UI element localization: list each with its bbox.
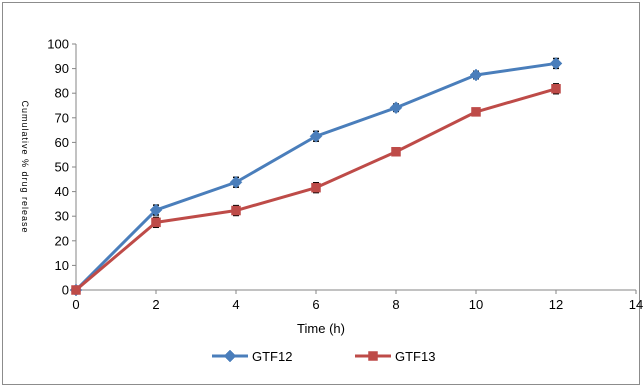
data-point xyxy=(552,84,561,93)
y-tick-label: 20 xyxy=(55,233,69,248)
data-point xyxy=(390,102,402,114)
data-point xyxy=(152,218,161,227)
x-tick-label: 6 xyxy=(312,297,319,312)
data-point xyxy=(312,183,321,192)
legend-item-gtf13: GTF13 xyxy=(355,349,435,364)
x-tick-label: 8 xyxy=(392,297,399,312)
legend-swatch-marker xyxy=(224,350,236,362)
data-point xyxy=(472,107,481,116)
x-tick-label: 2 xyxy=(152,297,159,312)
data-point xyxy=(310,130,322,142)
x-tick-label: 12 xyxy=(549,297,563,312)
legend-label: GTF12 xyxy=(252,349,292,364)
data-point xyxy=(72,286,81,295)
y-tick-label: 80 xyxy=(55,86,69,101)
y-tick-label: 30 xyxy=(55,209,69,224)
y-tick-label: 70 xyxy=(55,110,69,125)
legend: GTF12 GTF13 xyxy=(212,349,435,364)
data-point xyxy=(392,147,401,156)
data-point xyxy=(230,176,242,188)
x-tick-label: 14 xyxy=(629,297,643,312)
series-layer xyxy=(70,57,562,296)
legend-label: GTF13 xyxy=(395,349,435,364)
series-gtf13 xyxy=(72,84,561,295)
y-tick-label: 60 xyxy=(55,135,69,150)
series-line xyxy=(76,63,556,290)
y-tick-label: 100 xyxy=(47,37,69,52)
y-tick-label: 50 xyxy=(55,160,69,175)
legend-swatch-marker xyxy=(369,352,378,361)
y-axis-title: Cumulative % drug release xyxy=(20,100,30,233)
x-tick-label: 0 xyxy=(72,297,79,312)
series-gtf12 xyxy=(70,57,562,296)
data-point xyxy=(550,57,562,69)
y-tick-label: 10 xyxy=(55,258,69,273)
data-point xyxy=(470,69,482,81)
legend-item-gtf12: GTF12 xyxy=(212,349,292,364)
x-tick-label: 4 xyxy=(232,297,239,312)
x-axis-title: Time (h) xyxy=(297,321,345,336)
data-point xyxy=(232,206,241,215)
x-tick-label: 10 xyxy=(469,297,483,312)
y-tick-label: 40 xyxy=(55,184,69,199)
y-tick-label: 0 xyxy=(62,283,69,298)
y-tick-label: 90 xyxy=(55,61,69,76)
